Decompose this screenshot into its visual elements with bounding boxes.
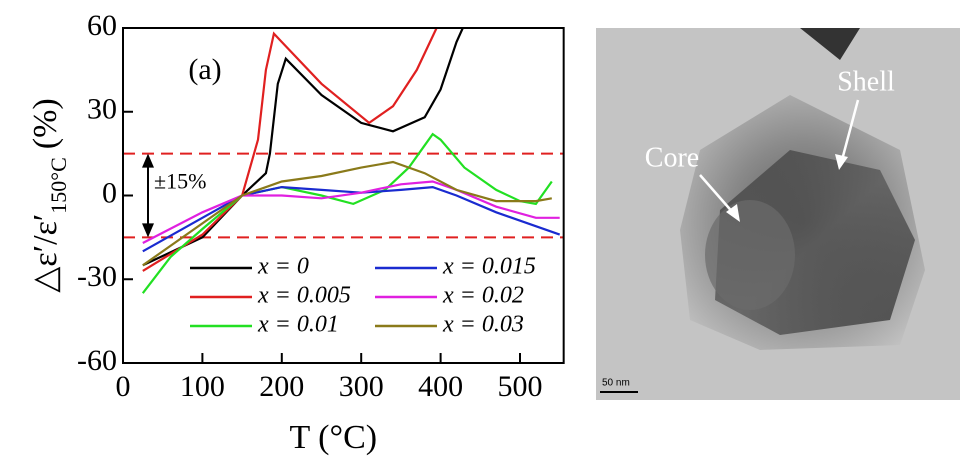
x-tick-label: 0 <box>116 370 131 403</box>
band-label: ±15% <box>154 169 206 194</box>
y-tick-label: 60 <box>87 9 117 42</box>
x-tick-label: 400 <box>418 370 463 403</box>
x-tick-label: 200 <box>259 370 304 403</box>
y-tick-label: 0 <box>102 176 117 209</box>
band-arrowhead <box>142 154 154 168</box>
legend-label: x = 0 <box>257 254 309 280</box>
y-axis-label: △ε′/ε′150°C (%) <box>27 98 71 292</box>
y-tick-label: 30 <box>87 93 117 126</box>
legend-label: x = 0.01 <box>257 312 339 338</box>
x-tick-label: 100 <box>180 370 225 403</box>
y-axis-label-subscript: 150°C <box>46 157 71 213</box>
shell-label: Shell <box>837 66 895 97</box>
legend-label: x = 0.02 <box>442 283 524 309</box>
legend-label: x = 0.03 <box>442 312 524 338</box>
series-line <box>143 187 560 251</box>
y-tick-label: -60 <box>77 344 117 377</box>
x-tick-label: 300 <box>339 370 384 403</box>
scale-label: 50 nm <box>602 378 630 389</box>
x-axis-label: T (°C) <box>290 419 378 456</box>
figure: Core Shell 50 nm -60 -30 0 30 60 0 100 200 300 40… <box>0 0 960 464</box>
tem-image: Core Shell 50 nm <box>596 28 960 400</box>
legend-label: x = 0.005 <box>257 283 351 309</box>
y-tick-label: -30 <box>77 260 117 293</box>
chart: -60 -30 0 30 60 0 100 200 300 400 500 ±15% (a) x = 0 x… <box>27 9 564 456</box>
y-axis-label-main: △ε′/ε′ <box>27 214 64 293</box>
core-label: Core <box>645 142 699 173</box>
core-region <box>705 200 795 310</box>
x-tick-label: 500 <box>498 370 543 403</box>
legend-label: x = 0.015 <box>442 254 536 280</box>
y-axis-label-unit: (%) <box>27 98 64 149</box>
annotation: (a) <box>188 53 221 86</box>
band-arrowhead <box>142 223 154 237</box>
